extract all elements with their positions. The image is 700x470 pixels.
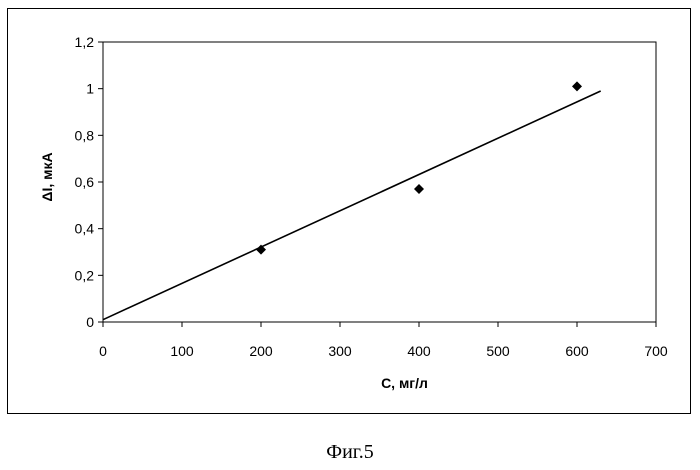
y-tick-label: 1,2: [75, 34, 95, 50]
y-tick-label: 0: [86, 314, 94, 330]
data-point-diamond: [414, 184, 424, 194]
x-tick-label: 0: [99, 343, 107, 359]
x-tick-label: 200: [249, 343, 273, 359]
x-axis-label: C, мг/л: [381, 375, 428, 391]
figure-caption: Фиг.5: [0, 441, 700, 464]
plot-area: [103, 42, 656, 322]
y-tick-label: 1: [86, 81, 94, 97]
plot-border: [103, 42, 656, 322]
y-axis-label: ΔI, мкА: [39, 152, 55, 201]
x-tick-label: 400: [407, 343, 431, 359]
x-tick-label: 600: [565, 343, 589, 359]
x-axis-ticks: 0 100 200 300 400 500 600 700: [99, 322, 668, 359]
y-tick-label: 0,4: [75, 221, 95, 237]
trendline-group: [103, 91, 601, 320]
trendline: [103, 91, 601, 320]
x-tick-label: 100: [170, 343, 194, 359]
data-points: [256, 81, 582, 254]
y-tick-label: 0,6: [75, 174, 95, 190]
y-tick-label: 0,8: [75, 127, 95, 143]
x-tick-label: 500: [486, 343, 510, 359]
x-tick-label: 300: [328, 343, 352, 359]
y-axis-ticks: 0 0,2 0,4 0,6 0,8 1 1,2: [75, 34, 103, 330]
x-tick-label: 700: [644, 343, 668, 359]
data-point-diamond: [572, 81, 582, 91]
y-tick-label: 0,2: [75, 267, 95, 283]
